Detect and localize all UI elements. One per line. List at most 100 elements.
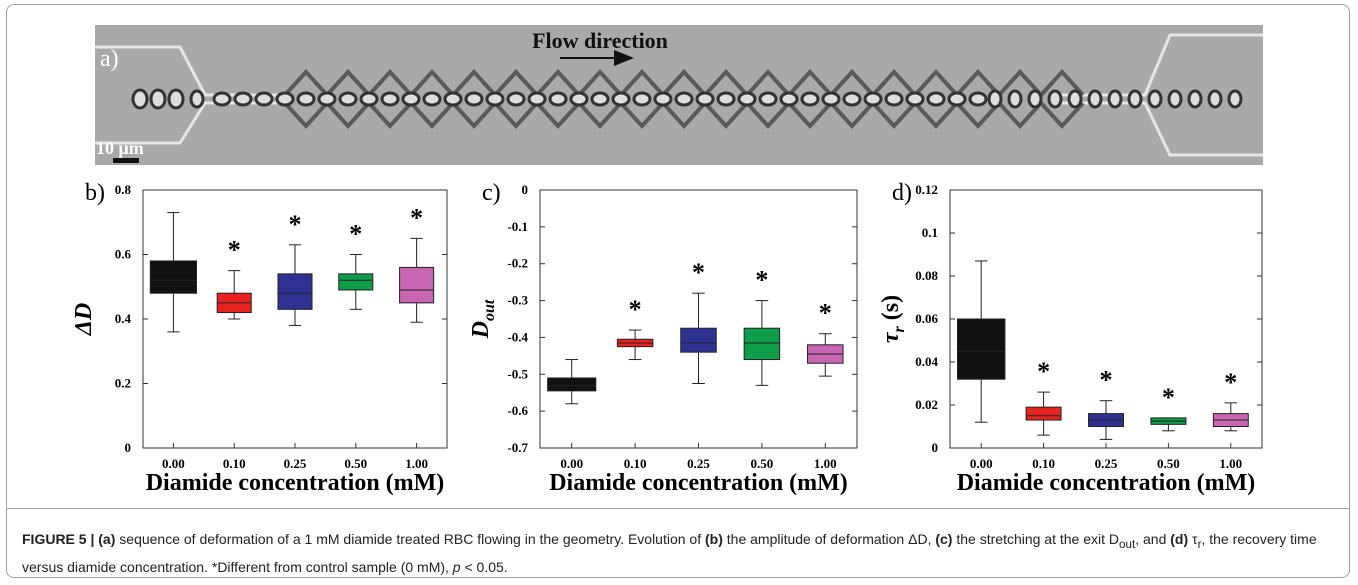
cell [359, 91, 379, 107]
x-tick-label: 1.00 [1219, 456, 1242, 471]
y-axis-label-sub: out [481, 299, 498, 321]
significance-mark: * [1100, 366, 1113, 395]
cell [800, 91, 820, 107]
box [956, 318, 1006, 380]
x-tick-label: 0.25 [687, 456, 710, 471]
caption-text: τ [1188, 531, 1198, 547]
cell [695, 91, 715, 107]
cell [1167, 89, 1183, 109]
box [277, 273, 313, 310]
x-tick-label: 1.00 [405, 456, 428, 471]
caption-text: , the recovery time versus diamide conce… [22, 531, 1317, 575]
y-tick-label: 0.6 [115, 247, 132, 262]
significance-mark: * [755, 266, 768, 295]
x-axis-label: Diamide concentration (mM) [549, 470, 848, 496]
caption-rule [6, 508, 1350, 509]
cell [1027, 89, 1043, 109]
box [149, 260, 198, 294]
caption-text: the amplitude of deformation ΔD, [722, 531, 936, 547]
cell [401, 91, 421, 107]
y-tick-label: -0.7 [507, 440, 528, 455]
significance-mark: * [289, 210, 302, 239]
x-tick-label: 0.00 [970, 456, 993, 471]
cell [968, 91, 988, 107]
significance-mark: * [410, 203, 423, 232]
cell [947, 91, 967, 107]
x-tick-label: 0.50 [344, 456, 367, 471]
x-tick-label: 0.10 [223, 456, 246, 471]
significance-mark: * [228, 236, 241, 265]
cell [233, 91, 253, 107]
cell [1107, 89, 1123, 109]
y-tick-label: -0.3 [507, 293, 528, 308]
cell [317, 91, 337, 107]
y-axis-label: ΔD [71, 303, 97, 336]
scale-bar [113, 158, 139, 163]
cell [131, 88, 149, 110]
panel-label: b) [85, 180, 105, 206]
caption-text: FIGURE 5 | [22, 531, 99, 547]
caption-text: (a) [98, 531, 116, 547]
cell [1147, 89, 1163, 109]
y-tick-label: 0 [522, 182, 529, 197]
x-axis-label: Diamide concentration (mM) [146, 470, 445, 496]
significance-mark: * [349, 220, 362, 249]
x-tick-label: 0.00 [162, 456, 185, 471]
cell [863, 91, 883, 107]
x-tick-label: 0.50 [751, 456, 774, 471]
caption-text: , and [1135, 531, 1171, 547]
y-tick-label: -0.6 [507, 403, 528, 418]
cell [527, 91, 547, 107]
significance-mark: * [629, 295, 642, 324]
cell [254, 91, 274, 107]
cell [338, 91, 358, 107]
significance-mark: * [1162, 383, 1175, 412]
box [399, 266, 435, 304]
cell [422, 91, 442, 107]
cell [464, 91, 484, 107]
y-tick-label: 0.02 [915, 397, 938, 412]
cell [443, 91, 463, 107]
box [1025, 406, 1062, 421]
y-axis-label-sub: r [891, 325, 908, 332]
cell [926, 91, 946, 107]
cell [149, 88, 167, 110]
y-tick-label: -0.5 [507, 366, 528, 381]
x-tick-label: 0.10 [1032, 456, 1055, 471]
cell [674, 91, 694, 107]
x-tick-label: 0.25 [1095, 456, 1118, 471]
cell [167, 88, 185, 110]
caption-text: r [1197, 537, 1202, 551]
cell [1007, 89, 1023, 109]
cell [987, 89, 1003, 109]
caption: FIGURE 5 | (a) sequence of deformation o… [22, 528, 1332, 578]
significance-mark: * [819, 299, 832, 328]
y-axis-label: τr (s) [878, 295, 908, 343]
x-tick-label: 0.50 [1157, 456, 1180, 471]
cell [821, 91, 841, 107]
box [547, 377, 597, 392]
y-tick-label: -0.4 [507, 329, 528, 344]
y-tick-label: -0.2 [507, 256, 528, 271]
box [743, 327, 781, 361]
panel-label: a) [100, 46, 119, 72]
x-tick-label: 0.25 [284, 456, 307, 471]
cell [737, 91, 757, 107]
y-tick-label: 0.06 [915, 311, 938, 326]
cell [1067, 89, 1083, 109]
y-tick-label: 0 [125, 440, 132, 455]
significance-mark: * [1224, 368, 1237, 397]
cell [1087, 89, 1103, 109]
cell [212, 91, 232, 107]
cell [296, 91, 316, 107]
caption-text: (b) [705, 531, 723, 547]
cell [716, 91, 736, 107]
y-tick-label: 0.8 [115, 182, 132, 197]
cell [569, 91, 589, 107]
y-tick-label: -0.1 [507, 219, 528, 234]
micrograph [95, 25, 1263, 165]
y-tick-label: 0.04 [915, 354, 938, 369]
cell [189, 89, 205, 109]
cell [1127, 89, 1143, 109]
